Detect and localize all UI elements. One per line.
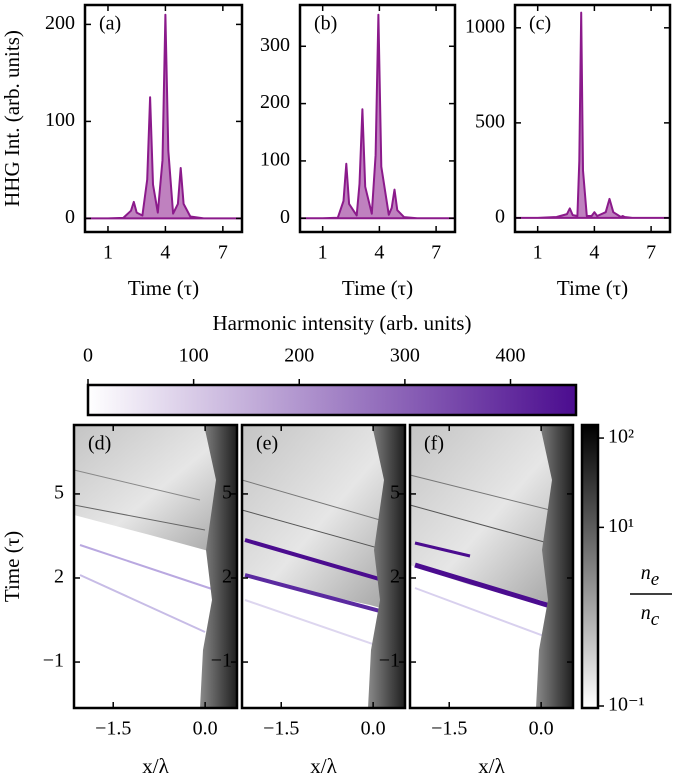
y-tick-label: 2 [222,566,232,588]
colorbar [580,423,600,710]
panel-label: (b) [314,13,337,35]
colorbar-title: Harmonic intensity (arb. units) [213,311,472,335]
x-axis-label: Time (τ) [128,276,199,300]
y-tick-label: 500 [475,110,505,132]
x-tick-label: −1.5 [263,718,299,740]
colorbar-tick-label: 10¹ [608,515,634,537]
label-sub: e [651,569,659,590]
colorbar [86,383,578,417]
y-tick-label: 200 [45,12,75,34]
y-tick-label: 0 [495,206,505,228]
colorbar-tick-label: 300 [390,345,420,367]
colorbar-tick-label: 100 [179,345,209,367]
x-tick-label: 7 [431,242,441,264]
panel-label: (f) [424,433,444,455]
x-axis-label: x/λ [310,754,337,778]
label-base: n [641,602,651,624]
x-tick-label: 0.0 [529,718,554,740]
axes-frame [240,423,407,710]
y-tick-label: 0 [280,206,290,228]
colorbar-tick-label: 10² [608,426,634,448]
label-base: n [641,562,651,584]
x-tick-label: 4 [589,242,599,264]
y-axis-label: HHG Int. (arb. units) [0,30,24,207]
heatmap-e [241,425,405,708]
y-tick-label: 5 [390,482,400,504]
x-axis-label: Time (τ) [342,276,413,300]
x-tick-label: 1 [103,242,113,264]
x-tick-label: 1 [318,242,328,264]
x-tick-label: 0.0 [193,718,218,740]
axes-frame [72,423,239,710]
x-tick-label: −1.5 [431,718,467,740]
x-tick-label: 7 [218,242,228,264]
colorbar-tick-label: 10⁻¹ [608,694,645,716]
panel-label: (a) [99,13,121,35]
axes-frame [298,3,457,234]
y-tick-label: 100 [45,109,75,131]
label-sub: c [651,609,660,630]
x-tick-label: −1.5 [95,718,131,740]
x-tick-label: 4 [374,242,384,264]
colorbar-tick-label: 400 [496,345,526,367]
intensity-curve [514,11,671,219]
x-axis-label: x/λ [142,754,169,778]
panel-label: (e) [256,433,278,455]
x-tick-label: 4 [160,242,170,264]
y-axis-label: Time (τ) [0,531,24,602]
x-axis-label: Time (τ) [557,276,628,300]
panel-label: (d) [88,433,111,455]
axes-frame [83,3,244,234]
y-tick-label: 2 [390,566,400,588]
colorbar-label-denominator: nc [641,602,660,631]
y-tick-label: 200 [260,91,290,113]
panel-label: (c) [529,13,551,35]
y-tick-label: −1 [379,650,400,672]
y-tick-label: 0 [65,206,75,228]
intensity-curve [84,13,243,220]
axes-frame [408,423,575,710]
y-tick-label: 5 [222,482,232,504]
y-tick-label: 2 [54,566,64,588]
x-tick-label: 1 [533,242,543,264]
x-tick-label: 7 [646,242,656,264]
y-tick-label: 300 [260,34,290,56]
y-tick-label: 5 [54,482,64,504]
x-tick-label: 0.0 [361,718,386,740]
y-tick-label: −1 [43,650,64,672]
intensity-curve [299,13,456,220]
colorbar-tick-label: 0 [83,345,93,367]
colorbar-tick-label: 200 [284,345,314,367]
axes-frame [513,3,672,234]
heatmap-f [409,425,573,708]
y-tick-label: −1 [211,650,232,672]
y-tick-label: 1000 [465,15,505,37]
x-axis-label: x/λ [478,754,505,778]
colorbar-label-numerator: ne [641,562,659,591]
y-tick-label: 100 [260,149,290,171]
heatmap-d [73,425,237,708]
